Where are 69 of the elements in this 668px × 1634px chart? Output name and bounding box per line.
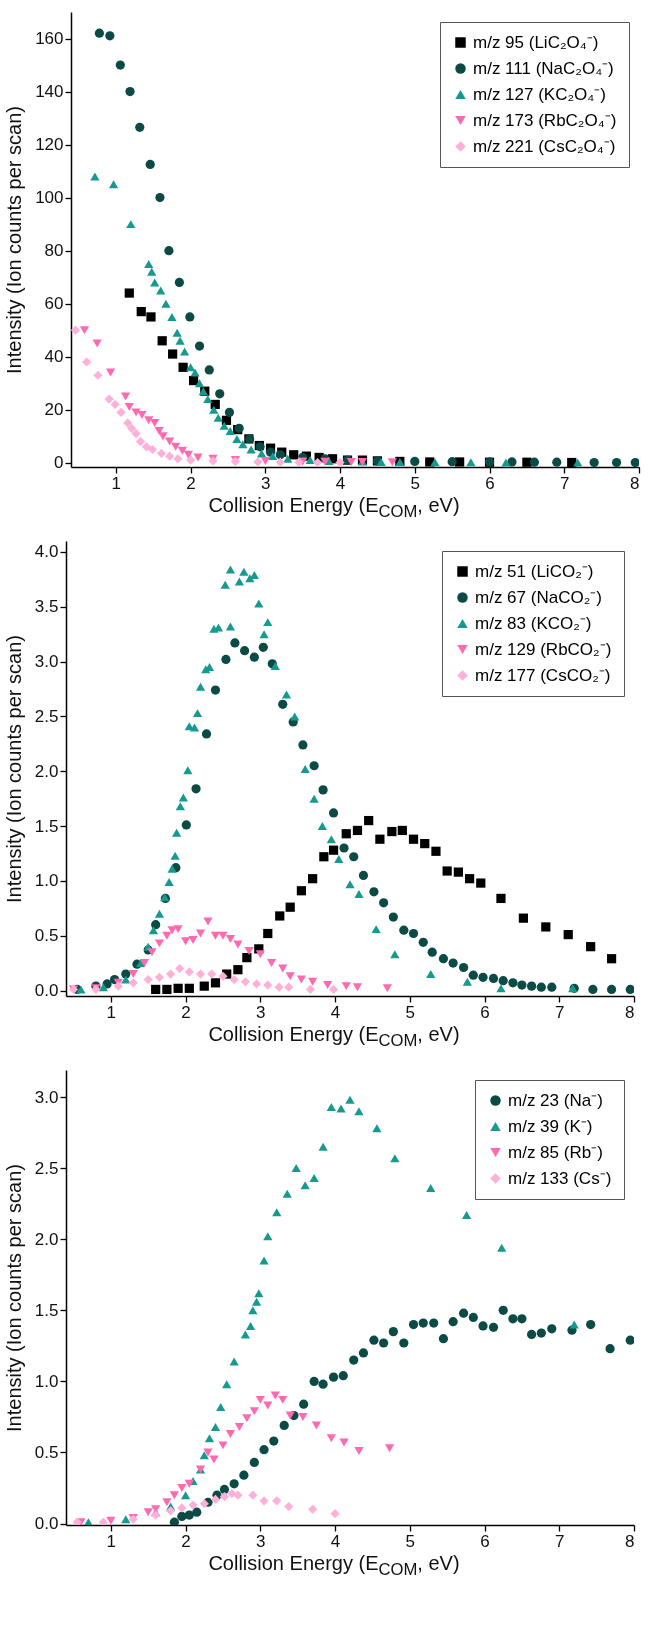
legend-label: m/z 85 (Rb⁻) (508, 1142, 603, 1162)
x-tick-label: 2 (181, 1531, 191, 1551)
y-axis-title: Intensity (Ion counts per scan) (3, 106, 26, 374)
legend-label: m/z 221 (CsC₂O₄⁻) (473, 136, 616, 156)
legend-label: m/z 129 (RbCO₂⁻) (475, 639, 612, 659)
x-tick-label: 8 (625, 1531, 635, 1551)
y-tick-label: 2.5 (34, 1158, 59, 1178)
x-axis-title: Collision Energy (E$_{COM}$, eV) (207, 1022, 461, 1052)
y-axis-title: Intensity (Ion counts per scan) (2, 635, 25, 903)
y-tick-label: 120 (35, 135, 64, 155)
x-axis-title: Collision Energy (E$_{COM}$, eV) (207, 1551, 461, 1581)
x-tick-label: 1 (111, 473, 122, 493)
x-tick-label: 3 (261, 473, 271, 493)
x-tick-label: 6 (480, 1002, 490, 1022)
x-tick-label: 7 (555, 1002, 565, 1022)
y-tick-label: 1.0 (34, 1371, 59, 1391)
legend-label: m/z 173 (RbC₂O₄⁻) (473, 110, 617, 130)
y-tick-label: 0 (54, 453, 64, 473)
x-tick-label: 7 (560, 473, 570, 493)
x-tick-label: 4 (330, 1002, 341, 1022)
y-tick-label: 0.0 (34, 1514, 59, 1534)
x-tick-label: 6 (485, 473, 495, 493)
x-tick-label: 6 (480, 1531, 490, 1551)
y-tick-label: 1.5 (34, 1300, 59, 1320)
y-tick-label: 0.0 (34, 981, 59, 1001)
x-tick-label: 7 (555, 1531, 565, 1551)
y-tick-label: 3.0 (34, 652, 59, 672)
x-tick-label: 2 (186, 473, 196, 493)
x-tick-label: 5 (410, 473, 421, 493)
legend-label: m/z 23 (Na⁻) (508, 1090, 603, 1110)
legend-label: m/z 133 (Cs⁻) (508, 1168, 612, 1188)
x-tick-label: 1 (106, 1002, 117, 1022)
legend-label: m/z 177 (CsCO₂⁻) (475, 665, 611, 685)
x-tick-label: 5 (405, 1531, 416, 1551)
y-tick-label: 3.0 (34, 1087, 59, 1107)
y-tick-label: 20 (44, 400, 64, 420)
y-tick-label: 3.5 (34, 597, 59, 617)
legend-label: m/z 51 (LiCO₂⁻) (475, 561, 594, 581)
y-tick-label: 1.5 (34, 816, 59, 836)
x-tick-label: 1 (106, 1531, 117, 1551)
y-tick-label: 100 (35, 188, 64, 208)
y-tick-label: 160 (35, 29, 64, 49)
x-tick-label: 8 (630, 473, 640, 493)
y-tick-label: 40 (44, 347, 64, 367)
x-tick-label: 3 (256, 1531, 266, 1551)
y-axis-title: Intensity (Ion counts per scan) (2, 1164, 25, 1432)
x-axis-title: Collision Energy (E$_{COM}$, eV) (207, 493, 461, 523)
legend-label: m/z 127 (KC₂O₄⁻) (473, 84, 606, 104)
y-tick-label: 140 (35, 82, 64, 102)
y-tick-label: 0.5 (34, 926, 59, 946)
y-tick-label: 0.5 (34, 1442, 59, 1462)
legend-label: m/z 83 (KCO₂⁻) (475, 613, 592, 633)
x-tick-label: 3 (256, 1002, 266, 1022)
x-tick-label: 8 (625, 1002, 635, 1022)
y-tick-label: 2.0 (34, 761, 59, 781)
y-tick-label: 1.0 (34, 871, 59, 891)
x-tick-label: 4 (330, 1531, 341, 1551)
y-tick-label: 80 (44, 241, 64, 261)
y-tick-label: 60 (44, 294, 64, 314)
x-tick-label: 5 (405, 1002, 416, 1022)
legend-label: m/z 95 (LiC₂O₄⁻) (473, 32, 599, 52)
y-tick-label: 2.5 (34, 706, 59, 726)
x-tick-label: 2 (181, 1002, 191, 1022)
y-tick-label: 2.0 (34, 1229, 59, 1249)
legend-label: m/z 67 (NaCO₂⁻) (475, 587, 602, 607)
legend-label: m/z 111 (NaC₂O₄⁻) (473, 58, 614, 78)
y-tick-label: 4.0 (34, 542, 59, 562)
legend-label: m/z 39 (K⁻) (508, 1116, 593, 1136)
x-tick-label: 4 (335, 473, 346, 493)
